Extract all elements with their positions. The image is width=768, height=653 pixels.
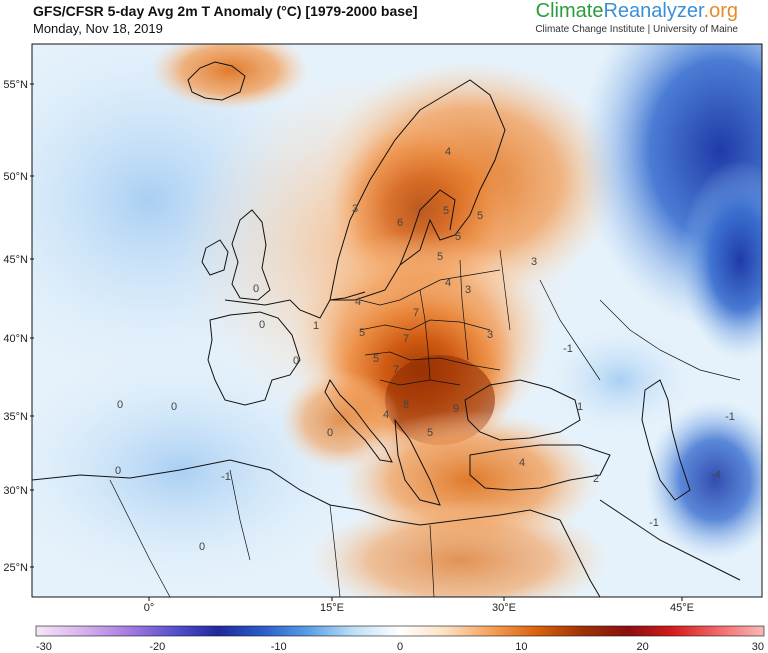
contour-label: 5 bbox=[427, 427, 433, 439]
contour-label: 4 bbox=[519, 457, 525, 469]
brand-logo-part3: .org bbox=[703, 0, 738, 22]
contour-label: 4 bbox=[383, 409, 389, 421]
contour-label: 0 bbox=[253, 283, 259, 295]
colorbar-gradient bbox=[35, 625, 765, 637]
brand-subtitle: Climate Change Institute | University of… bbox=[535, 24, 738, 35]
contour-label: 5 bbox=[373, 353, 379, 365]
contour-label: 7 bbox=[413, 307, 419, 319]
contour-label: 2 bbox=[593, 473, 599, 485]
contour-label: 0 bbox=[199, 541, 205, 553]
contour-label: 5 bbox=[477, 210, 483, 222]
contour-label: -4 bbox=[711, 469, 721, 481]
latitude-label: 45°N bbox=[3, 254, 28, 266]
longitude-label: 0° bbox=[144, 602, 155, 614]
latitude-labels: 55°N 50°N 45°N 40°N 35°N 30°N 25°N bbox=[3, 79, 34, 574]
longitude-label: 30°E bbox=[492, 602, 516, 614]
contour-label: 6 bbox=[397, 217, 403, 229]
contour-label: 0 bbox=[115, 465, 121, 477]
contour-label: 0 bbox=[293, 355, 299, 367]
contour-label: 7 bbox=[403, 333, 409, 345]
colorbar-tick-label: 20 bbox=[637, 641, 649, 653]
contour-label: 7 bbox=[393, 364, 399, 376]
latitude-label: 30°N bbox=[3, 485, 28, 497]
contour-label: 8 bbox=[403, 399, 409, 411]
contour-label: 5 bbox=[437, 251, 443, 263]
contour-label: -1 bbox=[649, 517, 659, 529]
contour-label: 3 bbox=[465, 284, 471, 296]
map-frame bbox=[31, 43, 763, 598]
colorbar-tick-label: -20 bbox=[149, 641, 165, 653]
contour-label: -1 bbox=[221, 471, 231, 483]
colorbar: -30 -20 -10 0 10 20 30 bbox=[35, 625, 765, 653]
brand-logo-part1: Climate bbox=[535, 0, 604, 22]
latitude-label: 40°N bbox=[3, 333, 28, 345]
latitude-label: 25°N bbox=[3, 562, 28, 574]
contour-label: -1 bbox=[563, 343, 573, 355]
contour-label: 4 bbox=[445, 277, 451, 289]
contour-label: 1 bbox=[577, 401, 583, 413]
contour-label: 5 bbox=[455, 231, 461, 243]
brand-logo[interactable]: ClimateReanalyzer.org bbox=[536, 0, 738, 23]
colorbar-tick-label: -10 bbox=[271, 641, 287, 653]
longitude-labels: 0° 15°E 30°E 45°E bbox=[144, 597, 694, 614]
coastlines bbox=[32, 61, 741, 597]
contour-label: 0 bbox=[259, 319, 265, 331]
longitude-label: 45°E bbox=[670, 602, 694, 614]
contour-label: 5 bbox=[359, 327, 365, 339]
contour-label: 5 bbox=[443, 205, 449, 217]
colorbar-ticks: -30 -20 -10 0 10 20 30 bbox=[36, 641, 764, 653]
anomaly-field bbox=[32, 44, 762, 597]
latitude-label: 35°N bbox=[3, 411, 28, 423]
latitude-label: 50°N bbox=[3, 171, 28, 183]
contour-label: 0 bbox=[327, 427, 333, 439]
contour-label: 3 bbox=[352, 203, 358, 215]
contour-label: 3 bbox=[487, 329, 493, 341]
contour-label: 4 bbox=[445, 146, 451, 158]
contour-label: -1 bbox=[725, 411, 735, 423]
contour-label: 0 bbox=[117, 399, 123, 411]
map-date: Monday, Nov 18, 2019 bbox=[33, 21, 163, 36]
longitude-label: 15°E bbox=[320, 602, 344, 614]
colorbar-tick-label: 10 bbox=[515, 641, 527, 653]
contour-label: 9 bbox=[453, 403, 459, 415]
colorbar-tick-label: 30 bbox=[752, 641, 764, 653]
contour-label: 1 bbox=[313, 320, 319, 332]
map-title: GFS/CFSR 5-day Avg 2m T Anomaly (°C) [19… bbox=[33, 3, 418, 19]
contour-label: 4 bbox=[355, 296, 361, 308]
brand-logo-part2: Reanalyzer bbox=[603, 0, 704, 22]
colorbar-tick-label: -30 bbox=[36, 641, 52, 653]
latitude-label: 55°N bbox=[3, 79, 28, 91]
contour-label: 3 bbox=[531, 256, 537, 268]
contour-label: 0 bbox=[171, 401, 177, 413]
colorbar-tick-label: 0 bbox=[397, 641, 403, 653]
